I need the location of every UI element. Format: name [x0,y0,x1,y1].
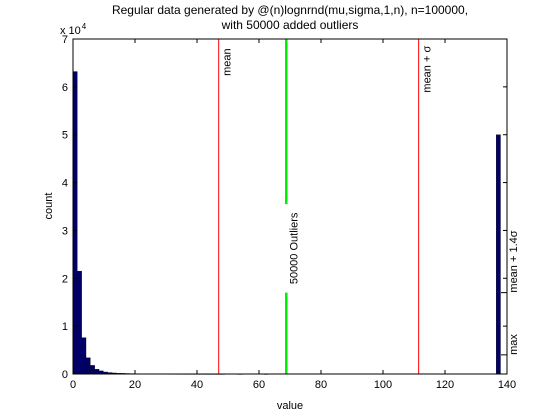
reference-line-label: mean + σ [422,46,434,93]
x-axis-label: value [277,400,303,412]
axes-box [72,38,508,375]
y-tick-label: 1 [62,321,68,333]
y-tick-label: 6 [62,82,68,94]
x-tick-label: 140 [498,379,516,391]
histogram-bar [495,134,501,375]
histogram-bar [77,270,82,375]
chart-title-line-2: with 50000 added outliers [221,18,359,32]
histogram-bar [94,369,100,375]
y-axis-label: count [43,193,55,220]
x-tick-label: 100 [374,379,392,391]
y-axis-exponent: x 104 [60,22,87,37]
right-edge-label: mean + 1.4σ [508,230,520,292]
histogram-bar [72,71,78,375]
histogram-bar [90,365,95,375]
reference-lines-group: mean mean + σ 50000 Outliers [218,39,434,374]
y-exponent-power: 4 [82,22,87,31]
histogram-bar [81,337,87,375]
x-tick-label: 20 [129,379,141,391]
right-edge-label: max [508,334,520,355]
y-tick-label: 5 [62,130,68,142]
histogram-bar [85,357,91,375]
x-tick-label: 120 [436,379,454,391]
chart-title-line-1: Regular data generated by @(n)lognrnd(mu… [112,3,468,17]
y-exponent-base: x 10 [60,25,81,37]
y-tick-label: 2 [62,273,68,285]
reference-line-label: mean [222,48,234,76]
x-tick-label: 80 [315,379,327,391]
x-tick-label: 0 [70,379,76,391]
outlier-marker-label: 50000 Outliers [288,212,300,284]
y-tick-label: 3 [62,225,68,237]
axes-group: mean + 1.4σ max 0 20 40 60 80 100 120 140 0 1 2 3 4 5 6 7 [62,34,520,391]
y-tick-label: 7 [62,34,68,46]
y-tick-label: 0 [62,369,68,381]
x-tick-label: 60 [253,379,265,391]
y-tick-label: 4 [62,178,68,190]
x-tick-label: 40 [191,379,203,391]
